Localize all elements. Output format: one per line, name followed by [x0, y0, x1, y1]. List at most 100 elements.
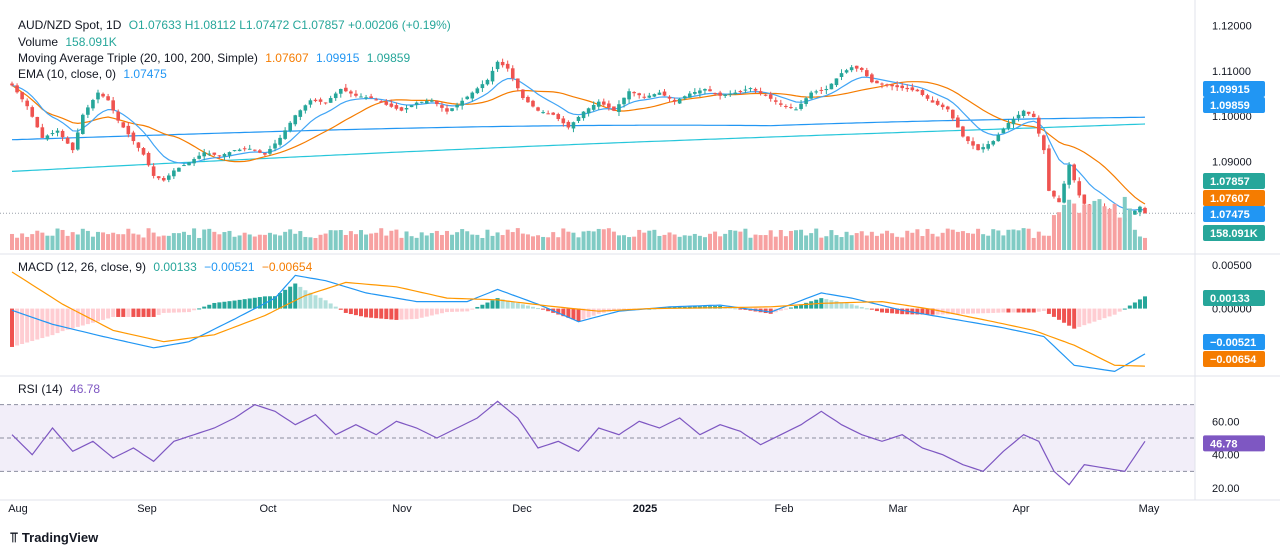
candle-body [601, 101, 606, 105]
volume-bar [940, 232, 945, 250]
candle-body [935, 100, 940, 105]
candle-body [920, 90, 925, 96]
candle-body [202, 152, 207, 157]
macd-histogram-bar [788, 307, 793, 309]
candle-body [10, 83, 14, 86]
ma-label[interactable]: Moving Average Triple (20, 100, 200, Sim… [18, 51, 258, 65]
candle-body [996, 135, 1001, 142]
candle-body [374, 99, 378, 101]
candle-body [303, 105, 308, 111]
macd-histogram-bar [181, 308, 186, 313]
candle-body [1057, 198, 1061, 203]
candle-body [773, 100, 778, 102]
volume-bar [708, 233, 713, 250]
macd-histogram-bar [328, 303, 333, 309]
volume-bar [713, 231, 718, 250]
macd-histogram-bar [965, 308, 970, 314]
macd-histogram-bar [364, 308, 369, 318]
volume-bar [1011, 229, 1016, 250]
volume-bar [192, 228, 197, 250]
ema-label[interactable]: EMA (10, close, 0) [18, 67, 117, 81]
candle-body [166, 175, 171, 180]
macd-histogram-bar [151, 308, 156, 317]
volume-bar [95, 231, 100, 250]
volume-label[interactable]: Volume [18, 35, 59, 49]
macd-histogram-bar [925, 308, 930, 315]
candle-body [288, 122, 292, 131]
volume-bar [525, 234, 530, 250]
volume-bar [414, 237, 419, 250]
candle-body [1133, 210, 1137, 215]
macd-label[interactable]: MACD (12, 26, close, 9) [18, 260, 147, 274]
macd-histogram-bar [444, 308, 449, 313]
macd-badge: 0.00133 [1210, 293, 1250, 305]
time-tick-label: Dec [512, 503, 532, 515]
macd-histogram-bar [207, 304, 212, 309]
volume-bar [30, 234, 35, 250]
macd-histogram-bar [738, 308, 743, 310]
volume-bar [1087, 204, 1092, 250]
macd-histogram-bar [566, 308, 571, 318]
rsi-label[interactable]: RSI (14) [18, 382, 63, 396]
candle-body [1021, 110, 1026, 116]
macd-histogram-bar [40, 308, 45, 339]
candle-body [308, 100, 313, 105]
candle-body [854, 65, 859, 69]
macd-badge-bg [1203, 334, 1265, 350]
volume-bar [455, 232, 460, 250]
ema-value: 1.07475 [123, 67, 167, 81]
candle-body [586, 108, 591, 114]
candle-body [364, 97, 368, 99]
macd-histogram-bar [541, 308, 546, 310]
volume-bar [303, 236, 308, 250]
candle-body [657, 92, 662, 95]
macd-line [11, 274, 1146, 373]
volume-bar [869, 231, 874, 250]
candle-body [546, 113, 550, 115]
volume-bar [950, 229, 955, 250]
volume-bar [556, 237, 561, 250]
macd-histogram-bar [273, 296, 278, 309]
candle-body [723, 94, 727, 96]
macd-histogram-bar [1143, 296, 1147, 309]
symbol-title[interactable]: AUD/NZD Spot, 1D [18, 18, 122, 32]
volume-bar [677, 236, 682, 250]
macd-histogram-bar [505, 300, 510, 309]
volume-bar [333, 230, 338, 250]
macd-histogram-bar [991, 308, 996, 313]
candle-body [136, 142, 141, 148]
macd-histogram-bar [450, 308, 455, 312]
brand-label: TradingView [21, 530, 99, 545]
candle-body [313, 99, 318, 102]
macd-hist-value: 0.00133 [153, 260, 197, 274]
macd-histogram-bar [935, 308, 940, 315]
candle-body [1067, 165, 1071, 185]
macd-histogram-bar [80, 308, 85, 326]
candle-body [905, 87, 910, 90]
candle-body [627, 91, 631, 100]
candle-body [930, 100, 935, 103]
tradingview-brand[interactable]: ⫪ TradingView [10, 529, 98, 546]
candle-body [161, 178, 166, 181]
macd-histogram-bar [126, 308, 131, 317]
macd-histogram-bar [799, 304, 804, 309]
candle-body [526, 96, 530, 103]
candle-body [323, 102, 328, 104]
candle-body [612, 106, 616, 111]
volume-bar [389, 230, 394, 250]
macd-histogram-bar [525, 305, 530, 309]
macd-histogram-bar [1127, 305, 1132, 309]
candle-body [1138, 206, 1142, 213]
candle-body [1011, 118, 1016, 125]
macd-histogram-bar [439, 308, 444, 314]
volume-bar [70, 232, 75, 250]
candle-body [768, 94, 773, 99]
candle-body [35, 116, 40, 128]
macd-histogram-bar [1097, 308, 1102, 320]
macd-histogram-bar [915, 308, 920, 315]
candle-body [273, 143, 277, 149]
candle-body [622, 97, 626, 105]
macd-histogram-bar [1031, 308, 1036, 313]
volume-bar [323, 233, 328, 250]
